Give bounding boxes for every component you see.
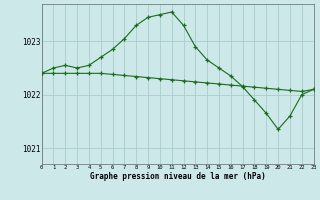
X-axis label: Graphe pression niveau de la mer (hPa): Graphe pression niveau de la mer (hPa): [90, 172, 266, 181]
